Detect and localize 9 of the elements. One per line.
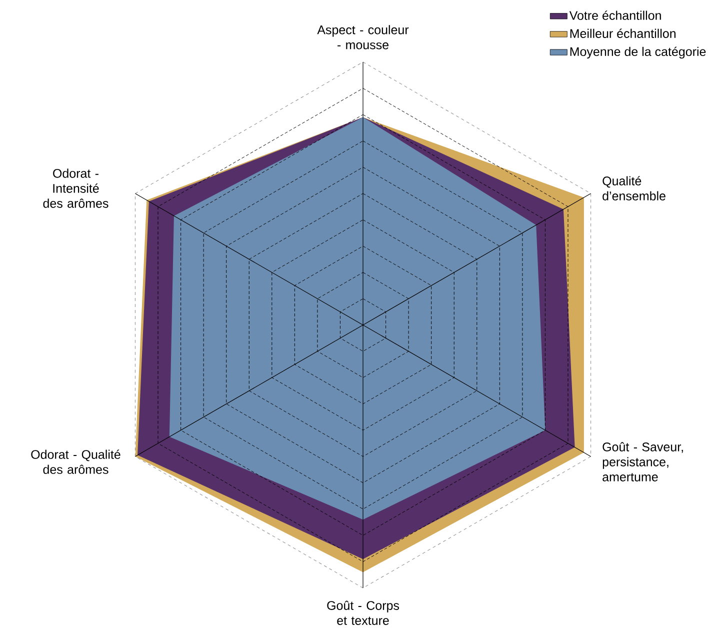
legend-label: Votre échantillon: [569, 10, 661, 20]
spoke-label: Goût - Corps et texture: [327, 600, 400, 625]
spoke-label: Odorat - Intensité des arômes: [43, 168, 108, 208]
spoke-label: Odorat - Qualité des arômes: [31, 450, 120, 474]
spoke-label: Qualité d’ensemble: [602, 176, 666, 200]
legend-label: Moyenne de la catégorie: [570, 46, 706, 59]
legend-label: Meilleur échantillon: [570, 28, 676, 38]
spoke-label: Aspect - couleur - mousse: [317, 25, 409, 50]
spoke-label: Goût - Saveur, persistance, amertume: [602, 442, 683, 482]
